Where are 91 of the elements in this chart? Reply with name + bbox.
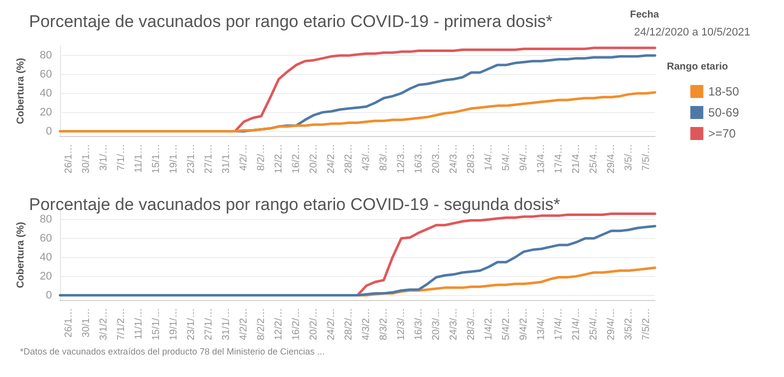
x-tick-label: 24/3/… — [448, 308, 460, 340]
x-tick-label: 12/2/… — [273, 308, 284, 340]
x-tick-label: 3/1/2… — [98, 308, 110, 340]
legend-label: >=70 — [708, 126, 736, 140]
y-axis-title: Cobertura (%) — [16, 222, 26, 288]
x-tick-label: 26/1… — [63, 308, 74, 338]
x-tick-label: 13/4… — [536, 144, 547, 174]
legend-title: Rango etario — [666, 62, 728, 72]
x-tick-label: 16/3… — [413, 144, 424, 174]
x-tick-label: 5/4/… — [500, 144, 512, 171]
x-tick-label: 20/2/… — [308, 308, 320, 340]
x-tick-label: 15/1/… — [150, 308, 162, 340]
x-tick-label: 24/2/… — [326, 308, 337, 340]
x-tick-label: 20/3/… — [430, 308, 442, 340]
x-tick-label: 7/5/2… — [640, 308, 652, 340]
x-tick-label: 4/3/2… — [360, 308, 372, 340]
y-tick-label: 0 — [46, 289, 52, 302]
x-tick-label: 12/3/… — [396, 308, 407, 340]
x-tick-label: 27/1/… — [203, 308, 214, 340]
text: Fecha — [630, 10, 660, 20]
x-tick-label: 29/4/… — [606, 308, 617, 340]
x-tick-label: 31/1… — [220, 144, 232, 174]
x-tick-label: 19/1… — [168, 144, 180, 174]
x-tick-label: 21/4/… — [570, 308, 582, 340]
x-tick-label: 30/1… — [80, 144, 92, 174]
y-axis-title: Cobertura (%) — [16, 58, 26, 124]
x-tick-label: 17/4/… — [553, 308, 564, 340]
x-tick-label: 1/4/2… — [483, 308, 494, 340]
x-tick-label: 19/1/… — [168, 308, 180, 340]
line-series — [58, 224, 656, 297]
y-tick-label: 40 — [40, 251, 52, 264]
x-tick-label: 7/1/2… — [116, 308, 127, 340]
x-tick-label: 25/4… — [588, 144, 600, 174]
x-tick-label: 13/4/… — [536, 308, 547, 340]
x-tick-label: 17/4… — [553, 144, 564, 174]
chart-title: Porcentaje de vacunados por rango etario COVID-19 - primera dosis* — [29, 12, 553, 31]
x-tick-label: 20/2… — [308, 144, 320, 174]
x-tick-label: 28/2/… — [343, 308, 354, 340]
x-tick-label: 23/1… — [186, 144, 197, 174]
x-tick-label: 23/1/… — [186, 308, 197, 340]
x-tick-label: 28/3… — [466, 144, 477, 174]
x-tick-label: 4/3/… — [360, 144, 372, 171]
x-tick-label: 27/1… — [203, 144, 214, 174]
x-tick-label: 8/3/2… — [378, 308, 390, 340]
x-tick-label: 25/4/… — [588, 308, 600, 340]
x-tick-label: 3/5/… — [623, 144, 634, 171]
y-tick-label: 60 — [40, 232, 52, 244]
x-tick-label: 8/2/2… — [256, 308, 267, 340]
y-tick-label: 60 — [40, 68, 52, 80]
x-tick-label: 3/5/2… — [623, 308, 634, 340]
y-tick-label: 40 — [40, 87, 52, 100]
x-tick-label: 12/2… — [273, 144, 284, 174]
x-tick-label: 16/2/… — [290, 308, 302, 340]
x-tick-label: 15/1… — [150, 144, 162, 174]
x-tick-label: 16/2… — [290, 144, 302, 174]
x-tick-label: 28/2… — [343, 144, 354, 174]
x-tick-label: 9/4/… — [518, 144, 530, 171]
text: *Datos de vacunados extraídos del producto 78 del Ministerio de Ciencias ... — [20, 346, 325, 356]
x-tick-label: 1/4/… — [483, 144, 494, 171]
x-tick-label: 16/3/… — [413, 308, 424, 340]
legend-label: 50-69 — [708, 106, 740, 120]
chart-title: Porcentaje de vacunados por rango etario COVID-19 - segunda dosis* — [29, 195, 560, 214]
x-tick-label: 29/4… — [606, 144, 617, 174]
x-tick-label: 7/1/… — [116, 144, 127, 171]
x-tick-label: 4/2/2… — [238, 308, 250, 340]
x-tick-label: 5/4/2… — [500, 308, 512, 340]
y-tick-label: 20 — [40, 106, 52, 118]
y-tick-label: 80 — [40, 49, 52, 62]
y-tick-label: 80 — [40, 213, 52, 226]
x-tick-label: 12/3… — [396, 144, 407, 174]
x-tick-label: 8/2/… — [256, 144, 267, 171]
x-tick-label: 8/3/… — [378, 144, 390, 171]
text: 24/12/2020 a 10/5/2021 — [634, 26, 750, 38]
x-tick-label: 24/2… — [326, 144, 337, 174]
legend-label: 18-50 — [708, 84, 740, 98]
x-tick-label: 24/3… — [448, 144, 460, 174]
x-tick-label: 9/4/2… — [518, 308, 530, 340]
x-tick-label: 20/3… — [430, 144, 442, 174]
x-tick-label: 3/1/… — [98, 144, 110, 171]
line-series — [58, 91, 656, 133]
x-tick-label: 11/1/… — [133, 308, 144, 340]
x-tick-label: 21/4… — [570, 144, 582, 174]
x-tick-label: 28/3/… — [466, 308, 477, 340]
x-tick-label: 31/1/… — [220, 308, 232, 340]
x-tick-label: 26/1… — [63, 144, 74, 174]
y-tick-label: 20 — [40, 270, 52, 282]
y-tick-label: 0 — [46, 125, 52, 138]
x-tick-label: 4/2/… — [238, 144, 250, 171]
x-tick-label: 7/5/… — [640, 144, 652, 171]
x-tick-label: 30/1… — [80, 308, 92, 338]
x-tick-label: 11/1… — [133, 144, 144, 173]
